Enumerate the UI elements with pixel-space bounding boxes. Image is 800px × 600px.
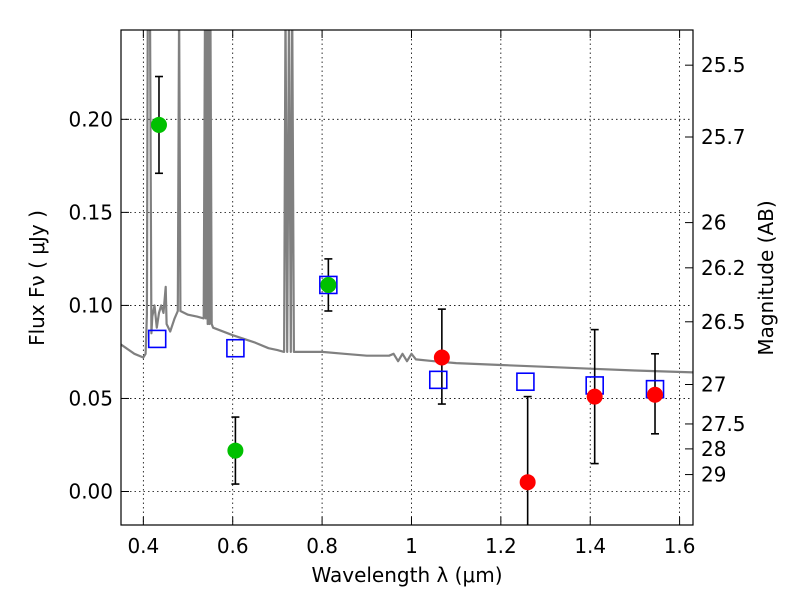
model-spectrum-line <box>121 30 693 374</box>
tick-labels: 0.4 0.6 0.8 1 1.2 1.4 1.6 0.00 0.05 0.10 0.15 0.20 2… <box>68 53 745 558</box>
magnitude-tick-label: 29 <box>701 463 726 487</box>
open-square-point <box>516 372 535 392</box>
x-tick-label: 1 <box>405 534 418 558</box>
magnitude-tick-label: 26 <box>701 211 726 235</box>
filled-circle-point <box>647 386 664 403</box>
marker-layer <box>147 116 665 491</box>
plot-background <box>121 30 693 525</box>
y-axis-title: Flux Fν ( μJy ) <box>25 210 49 346</box>
magnitude-tick-label: 25.7 <box>701 125 746 149</box>
x-tick-label: 0.6 <box>217 534 249 558</box>
filled-circle-point <box>227 442 244 459</box>
magnitude-tick-label: 26.5 <box>701 310 746 334</box>
magnitude-tick-label: 28 <box>701 437 726 461</box>
x-tick-label: 0.8 <box>306 534 338 558</box>
magnitude-axis-title: Magnitude (AB) <box>754 200 778 355</box>
x-tick-label: 1.4 <box>574 534 606 558</box>
x-tick-label: 1.2 <box>485 534 517 558</box>
open-square-point <box>319 275 338 295</box>
grid <box>121 30 693 525</box>
magnitude-tick-label: 25.5 <box>701 53 746 77</box>
magnitude-tick-label: 26.2 <box>701 256 746 280</box>
plot-frame <box>120 29 694 526</box>
ticks <box>121 30 693 525</box>
x-tick-label: 0.4 <box>127 534 159 558</box>
magnitude-tick-label: 27.5 <box>701 412 746 436</box>
magnitude-tick-label: 27 <box>701 373 726 397</box>
y-tick-label: 0.10 <box>68 293 113 317</box>
x-tick-label: 1.6 <box>664 534 696 558</box>
y-tick-label: 0.00 <box>68 480 113 504</box>
filled-circle-point <box>433 349 450 366</box>
filled-circle-point <box>320 276 337 293</box>
y-tick-label: 0.15 <box>68 200 113 224</box>
filled-circle-point <box>519 474 536 491</box>
filled-circle-point <box>586 388 603 405</box>
filled-circle-point <box>150 116 167 133</box>
y-tick-label: 0.20 <box>68 107 113 131</box>
model-spectrum-layer <box>121 30 693 374</box>
open-square-point <box>226 338 245 358</box>
x-axis-title: Wavelength λ (μm) <box>311 563 502 587</box>
y-tick-label: 0.05 <box>68 386 113 410</box>
open-square-point <box>147 329 167 349</box>
open-square-point <box>428 370 448 390</box>
